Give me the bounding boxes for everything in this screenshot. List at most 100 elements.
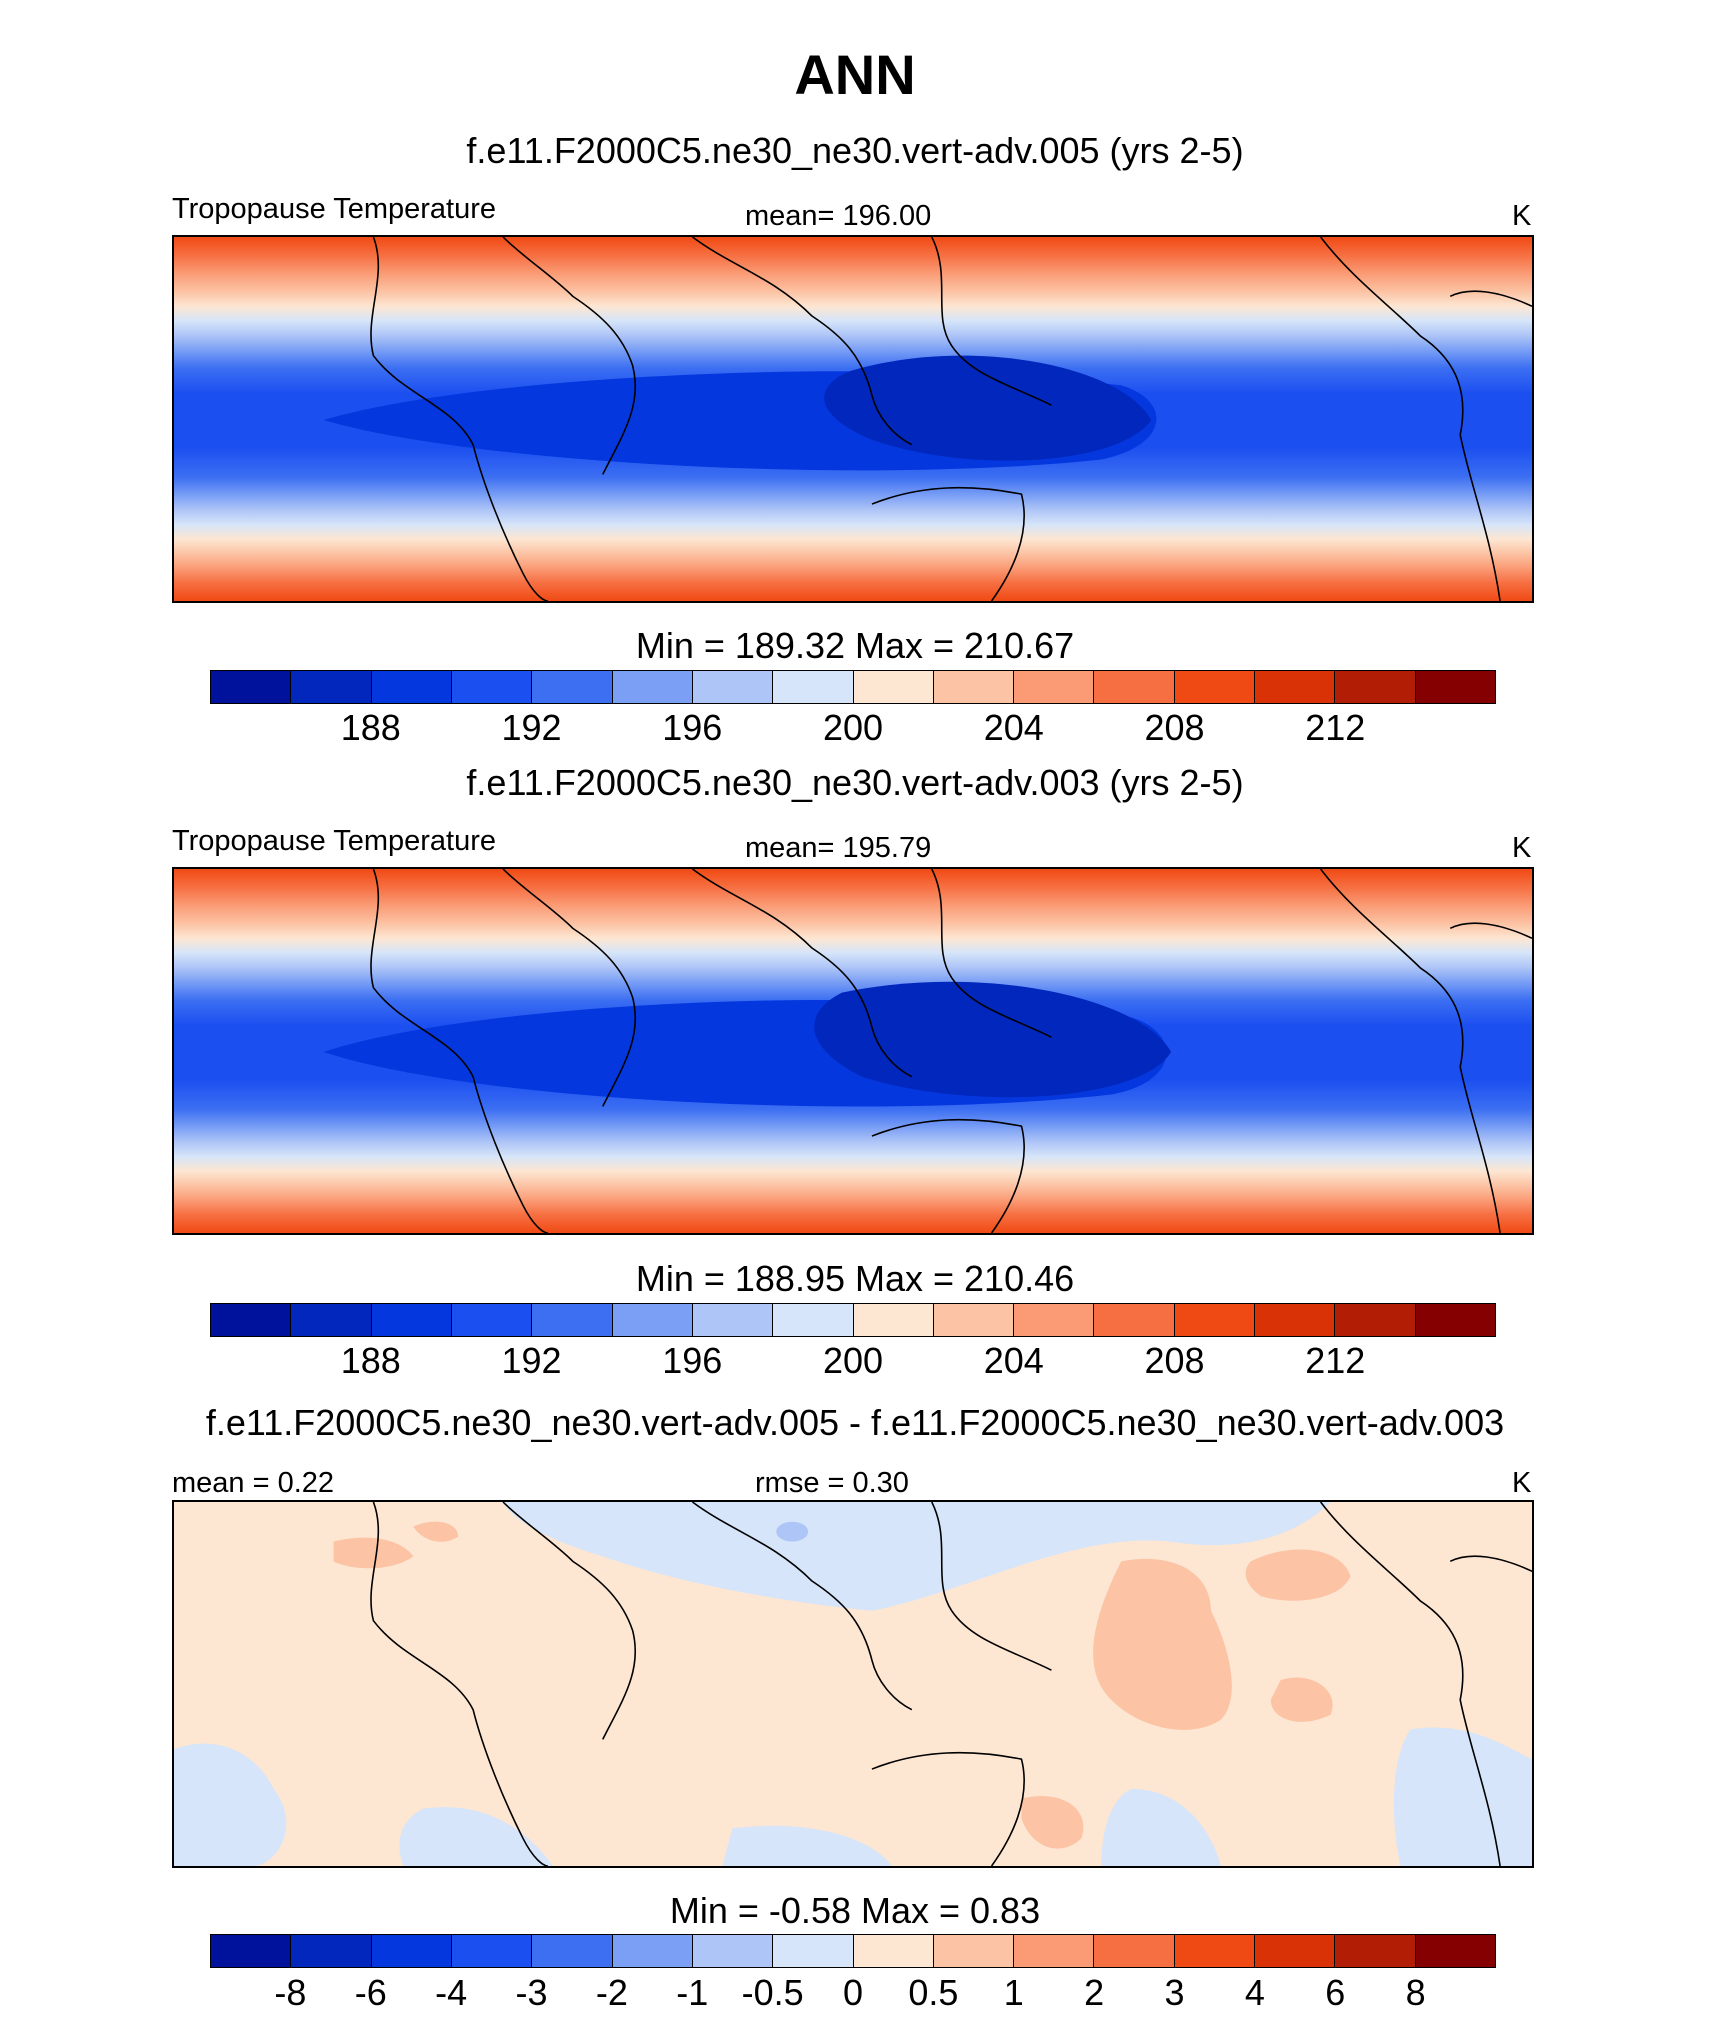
colorbar-3-box-4 xyxy=(532,1935,613,1967)
colorbar-1-tick-label: 204 xyxy=(983,707,1044,748)
panel-2-colorbar xyxy=(210,1303,1496,1337)
colorbar-1-box-7 xyxy=(773,671,854,703)
colorbar-2-tick-label: 188 xyxy=(340,1340,401,1381)
panel-2-variable-label: Tropopause Temperature xyxy=(172,825,497,857)
colorbar-2-box-14 xyxy=(1335,1304,1416,1336)
colorbar-3-box-5 xyxy=(612,1935,693,1967)
colorbar-1-box-5 xyxy=(612,671,693,703)
colorbar-2-tick-label: 196 xyxy=(662,1340,723,1381)
panel-3-negative-contours xyxy=(174,1502,1532,1866)
panel-2-map xyxy=(172,867,1534,1235)
panel-3-coastlines xyxy=(370,1502,1532,1866)
panel-3-rmse-label: rmse = 0.30 xyxy=(755,1467,909,1499)
colorbar-2-tick-label: 200 xyxy=(822,1340,884,1381)
colorbar-1-box-13 xyxy=(1255,671,1336,703)
colorbar-1-box-9 xyxy=(933,671,1015,703)
panel-2-core-contour xyxy=(814,981,1172,1098)
colorbar-3-box-0 xyxy=(211,1935,292,1967)
colorbar-3-tick-label: 8 xyxy=(1405,1972,1426,2013)
colorbar-3-tick-label: -3 xyxy=(515,1972,548,2013)
colorbar-3-box-7 xyxy=(773,1935,854,1967)
colorbar-1-box-6 xyxy=(692,671,774,703)
panel-1-variable-label: Tropopause Temperature xyxy=(172,193,497,225)
panel-3-title: f.e11.F2000C5.ne30_ne30.vert-adv.005 - f… xyxy=(205,1402,1505,1443)
colorbar-1-tick-label: 192 xyxy=(501,707,562,748)
panel-2-units-label: K xyxy=(1512,832,1532,864)
colorbar-1-box-10 xyxy=(1014,671,1095,703)
colorbar-2-box-10 xyxy=(1014,1304,1095,1336)
colorbar-2-box-5 xyxy=(612,1304,693,1336)
panel-1-minmax: Min = 189.32 Max = 210.67 xyxy=(635,625,1075,666)
colorbar-3-tick-label: -4 xyxy=(435,1972,468,2013)
colorbar-3-tick-label: 2 xyxy=(1084,1972,1105,2013)
colorbar-2-box-2 xyxy=(371,1304,452,1336)
colorbar-2-box-0 xyxy=(211,1304,292,1336)
colorbar-3-box-14 xyxy=(1335,1935,1416,1967)
panel-2-coastlines xyxy=(370,869,1532,1233)
colorbar-2-tick-label: 212 xyxy=(1305,1340,1366,1381)
colorbar-1-tick-label: 200 xyxy=(822,707,884,748)
panel-2-minmax: Min = 188.95 Max = 210.46 xyxy=(635,1258,1075,1299)
colorbar-3-box-11 xyxy=(1094,1935,1175,1967)
colorbar-1-box-8 xyxy=(853,671,934,703)
colorbar-2-box-4 xyxy=(532,1304,613,1336)
colorbar-2-tick-label: 208 xyxy=(1144,1340,1205,1381)
colorbar-3-tick-label: 1 xyxy=(1003,1972,1024,2013)
colorbar-2-box-3 xyxy=(451,1304,533,1336)
colorbar-2-tick-label: 204 xyxy=(983,1340,1044,1381)
panel-1-mean-label: mean= 196.00 xyxy=(745,200,932,232)
colorbar-2-box-6 xyxy=(692,1304,774,1336)
panel-3-minmax: Min = -0.58 Max = 0.83 xyxy=(669,1890,1041,1931)
panel-1-core-contour xyxy=(824,355,1152,461)
panel-3-colorbar xyxy=(210,1934,1496,1968)
panel-3-units-label: K xyxy=(1512,1467,1532,1499)
colorbar-3-tick-label: -8 xyxy=(274,1972,307,2013)
colorbar-3-box-8 xyxy=(853,1935,934,1967)
colorbar-1-box-0 xyxy=(211,671,292,703)
panel-1-coastlines xyxy=(370,237,1532,601)
colorbar-3-box-13 xyxy=(1255,1935,1336,1967)
colorbar-1-box-1 xyxy=(291,671,372,703)
colorbar-3-box-1 xyxy=(291,1935,372,1967)
colorbar-3-tick-label: 4 xyxy=(1244,1972,1265,2013)
colorbar-2-box-9 xyxy=(933,1304,1015,1336)
colorbar-3-tick-label: 0 xyxy=(842,1972,864,2013)
colorbar-2-box-11 xyxy=(1094,1304,1175,1336)
panel-1-title: f.e11.F2000C5.ne30_ne30.vert-adv.005 (yr… xyxy=(466,130,1244,171)
colorbar-3-tick-label: -1 xyxy=(676,1972,709,2013)
colorbar-3-box-2 xyxy=(371,1935,452,1967)
colorbar-3-tick-label: 0.5 xyxy=(908,1972,959,2013)
colorbar-3-box-9 xyxy=(933,1935,1015,1967)
colorbar-3-box-6 xyxy=(692,1935,774,1967)
colorbar-1-box-15 xyxy=(1415,671,1495,703)
colorbar-2-tick-label: 192 xyxy=(501,1340,562,1381)
colorbar-3-tick-label: -2 xyxy=(595,1972,628,2013)
panel-1-map xyxy=(172,235,1534,603)
colorbar-1-tick-label: 188 xyxy=(340,707,401,748)
colorbar-1-box-4 xyxy=(532,671,613,703)
colorbar-1-box-11 xyxy=(1094,671,1175,703)
colorbar-2-box-12 xyxy=(1174,1304,1256,1336)
colorbar-1-tick-label: 208 xyxy=(1144,707,1205,748)
panel-3-positive-contours xyxy=(333,1521,1351,1849)
panel-1-units-label: K xyxy=(1512,200,1532,232)
panel-2-mean-label: mean= 195.79 xyxy=(745,832,932,864)
colorbar-3-tick-label: -0.5 xyxy=(741,1972,804,2013)
colorbar-1-box-14 xyxy=(1335,671,1416,703)
page-title: ANN xyxy=(794,43,916,106)
panel-3-negative-peak xyxy=(776,1521,809,1542)
colorbar-1-box-12 xyxy=(1174,671,1256,703)
colorbar-2-box-8 xyxy=(853,1304,934,1336)
colorbar-1-tick-label: 212 xyxy=(1305,707,1366,748)
colorbar-2-box-7 xyxy=(773,1304,854,1336)
colorbar-1-box-3 xyxy=(451,671,533,703)
colorbar-3-box-10 xyxy=(1014,1935,1095,1967)
panel-2-title: f.e11.F2000C5.ne30_ne30.vert-adv.003 (yr… xyxy=(466,762,1244,803)
colorbar-2-box-1 xyxy=(291,1304,372,1336)
panel-3-map xyxy=(172,1500,1534,1868)
panel-3-mean-label: mean = 0.22 xyxy=(172,1467,335,1499)
colorbar-1-tick-label: 196 xyxy=(662,707,723,748)
colorbar-2-box-13 xyxy=(1255,1304,1336,1336)
colorbar-3-tick-label: 6 xyxy=(1325,1972,1346,2013)
colorbar-1-box-2 xyxy=(371,671,452,703)
